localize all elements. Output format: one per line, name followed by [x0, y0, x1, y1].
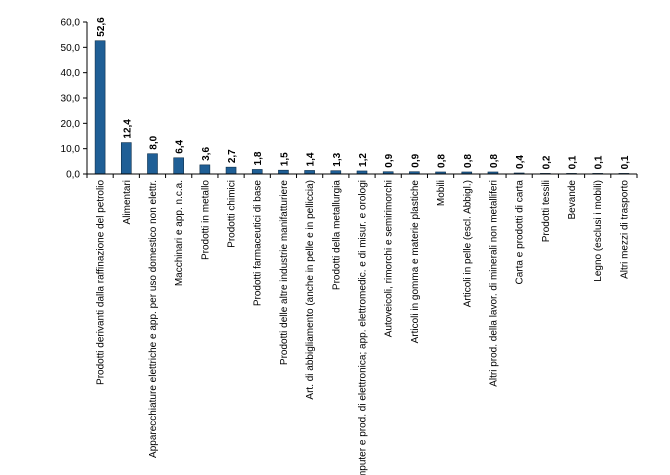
bar-value-label: 0,8: [489, 154, 500, 168]
category-label: Prodotti tessili: [541, 180, 552, 242]
y-tick-label: 60,0: [61, 18, 81, 29]
bar-value-label: 0,1: [594, 155, 605, 169]
category-label: Macchinari e app. n.c.a.: [174, 180, 185, 286]
bar: [225, 166, 237, 175]
bar-value-label: 1,3: [332, 152, 343, 166]
bar-value-label: 0,1: [620, 155, 631, 169]
bar: [251, 169, 263, 175]
category-label: Autoveicoli, rimorchi e semirimorchi: [384, 180, 395, 337]
bar-value-label: 0,2: [541, 155, 552, 169]
bar-value-label: 3,6: [201, 147, 212, 161]
bar: [120, 142, 132, 175]
bar-value-label: 0,8: [437, 154, 448, 168]
y-tick-label: 30,0: [61, 94, 81, 105]
category-label: Prodotti farmaceutici di base: [253, 180, 264, 307]
category-label: Bevande: [567, 180, 578, 220]
x-axis: Prodotti derivanti dalla raffinazione de…: [86, 173, 638, 475]
category-label: Computer e prod. di elettronica; app. el…: [358, 180, 369, 475]
bar-value-label: 0,1: [568, 155, 579, 169]
bar-value-label: 1,4: [306, 152, 317, 166]
category-label: Prodotti della metallurgia: [331, 180, 342, 290]
bar: [304, 170, 315, 175]
y-tick-label: 40,0: [61, 68, 81, 79]
bar: [173, 157, 184, 175]
bar: [278, 169, 289, 175]
category-label: Art. di abbigliamento (anche in pelle e …: [305, 180, 316, 400]
bar-value-label: 0,9: [384, 153, 395, 167]
category-label: Apparecchiature elettriche e app. per us…: [148, 180, 159, 458]
category-label: Prodotti derivanti dalla raffinazione de…: [96, 180, 107, 385]
bar-value-label: 1,5: [279, 152, 290, 166]
bar-value-label: 6,4: [175, 139, 186, 153]
bar-value-label: 2,7: [227, 149, 238, 163]
bar-value-label: 8,0: [148, 135, 159, 149]
category-label: Legno (esclusi i mobili): [593, 180, 604, 282]
bar-value-label: 1,2: [358, 153, 369, 167]
bar: [147, 153, 158, 175]
bar-value-label: 0,4: [515, 155, 526, 169]
y-tick-label: 20,0: [61, 119, 81, 130]
category-label: Articoli in pelle (escl. Abbigl.): [462, 180, 473, 307]
bar-value-label: 52,6: [96, 17, 107, 37]
bar: [199, 164, 211, 175]
bar-value-label: 1,8: [253, 151, 264, 165]
bar: [94, 40, 106, 175]
bar-value-label: 0,8: [463, 154, 474, 168]
category-label: Prodotti chimici: [227, 180, 238, 248]
category-label: Carta e prodotti di carta: [515, 180, 526, 285]
bar-value-label: 12,4: [122, 119, 133, 139]
category-label: Prodotti in metallo: [200, 180, 211, 260]
category-label: Articoli in gomma e materie plastiche: [410, 180, 421, 344]
bars: 52,6 12,4 8,0 6,4 3,6 2,7 1,8 1,5 1,4 1,3 1,2 0,9 0,…: [94, 17, 631, 175]
category-label: Alimentari: [122, 180, 133, 224]
y-tick-label: 10,0: [61, 144, 81, 155]
category-label: Mobili: [436, 180, 447, 206]
category-label: Altri prod. della lavor. di minerali non…: [488, 180, 499, 387]
y-axis: 0,0 10,0 20,0 30,0 40,0 50,0 60,0: [61, 18, 88, 181]
category-label: Prodotti delle altre industrie manifattu…: [279, 180, 290, 366]
category-label: Altri mezzi di trasporto: [619, 180, 630, 279]
y-tick-label: 50,0: [61, 43, 81, 54]
bar-value-label: 0,9: [410, 153, 421, 167]
y-tick-label: 0,0: [66, 170, 80, 181]
